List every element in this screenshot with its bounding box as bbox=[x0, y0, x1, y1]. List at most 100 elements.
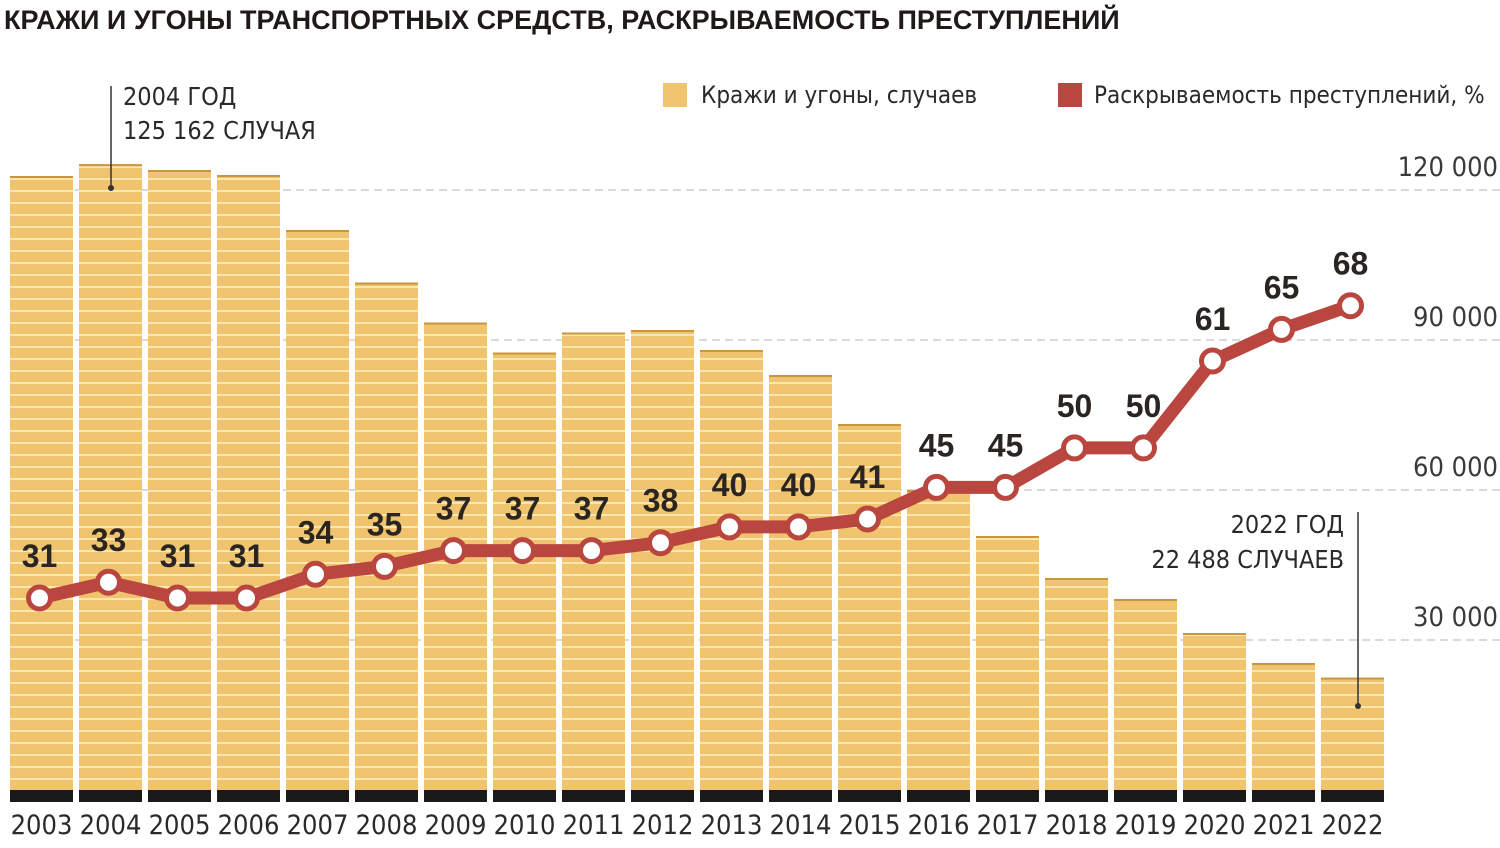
rate-point bbox=[164, 584, 191, 612]
rate-point bbox=[1061, 434, 1088, 462]
annotation-2022-dot bbox=[1355, 703, 1361, 709]
bar-top bbox=[1114, 599, 1177, 601]
x-tick-label: 2018 bbox=[1046, 810, 1108, 841]
bar-top bbox=[424, 322, 487, 325]
rate-point bbox=[302, 560, 329, 588]
rate-point bbox=[233, 584, 260, 612]
bar bbox=[700, 350, 763, 790]
annotation-2004-dot bbox=[108, 185, 114, 191]
rate-point bbox=[26, 584, 53, 612]
bar-top bbox=[1252, 663, 1315, 665]
rate-data-label: 35 bbox=[367, 506, 403, 542]
rate-data-label: 50 bbox=[1057, 388, 1093, 424]
annotation-2004-year: 2004 ГОД bbox=[123, 82, 236, 111]
x-tick-label: 2005 bbox=[149, 810, 211, 841]
bar-top bbox=[1321, 677, 1384, 680]
bar bbox=[148, 170, 211, 790]
rate-data-label: 34 bbox=[298, 514, 334, 550]
legend-line-swatch bbox=[1058, 83, 1082, 107]
rate-data-label: 31 bbox=[229, 538, 265, 574]
bar bbox=[1183, 633, 1246, 790]
annotation-2004: 2004 ГОД 125 162 СЛУЧАЯ bbox=[108, 82, 316, 191]
rate-point bbox=[440, 537, 467, 565]
rate-data-label: 31 bbox=[160, 538, 196, 574]
annotation-2022-year: 2022 ГОД bbox=[1231, 510, 1344, 539]
rate-point bbox=[509, 537, 536, 565]
rate-data-label: 68 bbox=[1333, 246, 1369, 282]
bar-top bbox=[631, 330, 694, 332]
bar-top bbox=[838, 424, 901, 426]
y-tick-label: 90 000 bbox=[1413, 302, 1498, 333]
rate-data-label: 41 bbox=[850, 459, 886, 495]
bar-base bbox=[10, 790, 73, 802]
legend-bars-label: Кражи и угоны, случаев bbox=[701, 81, 977, 109]
bar-base bbox=[1183, 790, 1246, 802]
bar bbox=[1252, 663, 1315, 790]
bars bbox=[10, 164, 1384, 790]
bar-base bbox=[424, 790, 487, 802]
x-tick-label: 2013 bbox=[701, 810, 763, 841]
bar bbox=[493, 352, 556, 790]
bar bbox=[1114, 599, 1177, 790]
bar-top bbox=[562, 332, 625, 335]
rate-data-label: 50 bbox=[1126, 388, 1162, 424]
bar bbox=[286, 230, 349, 790]
bar bbox=[631, 330, 694, 790]
bar-base bbox=[1114, 790, 1177, 802]
rate-data-label: 31 bbox=[22, 538, 58, 574]
bar-base bbox=[355, 790, 418, 802]
bar-base bbox=[631, 790, 694, 802]
legend: Кражи и угоны, случаев Раскрываемость пр… bbox=[663, 81, 1485, 109]
x-tick-label: 2004 bbox=[80, 810, 142, 841]
x-tick-label: 2007 bbox=[287, 810, 349, 841]
annotation-2022: 2022 ГОД 22 488 СЛУЧАЕВ bbox=[1151, 510, 1361, 709]
rate-data-label: 40 bbox=[781, 467, 817, 503]
rate-point bbox=[992, 473, 1019, 501]
bar-top bbox=[355, 282, 418, 285]
bar bbox=[1045, 578, 1108, 790]
bar bbox=[355, 282, 418, 790]
legend-line-label: Раскрываемость преступлений, % bbox=[1094, 81, 1485, 109]
x-tick-label: 2006 bbox=[218, 810, 280, 841]
bar bbox=[79, 164, 142, 790]
x-tick-label: 2011 bbox=[563, 810, 625, 841]
chart-title: КРАЖИ И УГОНЫ ТРАНСПОРТНЫХ СРЕДСТВ, РАСК… bbox=[4, 4, 1120, 35]
rate-data-label: 45 bbox=[988, 427, 1024, 463]
rate-point bbox=[923, 473, 950, 501]
rate-data-label: 65 bbox=[1264, 269, 1300, 305]
rate-point bbox=[95, 568, 122, 596]
bar-base bbox=[493, 790, 556, 802]
bar-base bbox=[79, 790, 142, 802]
rate-data-label: 61 bbox=[1195, 301, 1231, 337]
y-tick-label: 120 000 bbox=[1398, 152, 1498, 183]
x-tick-label: 2009 bbox=[425, 810, 487, 841]
bar-base bbox=[838, 790, 901, 802]
bar-top bbox=[1183, 633, 1246, 635]
x-tick-label: 2021 bbox=[1253, 810, 1315, 841]
x-tick-label: 2022 bbox=[1322, 810, 1384, 841]
rate-line bbox=[26, 292, 1364, 612]
rate-point bbox=[854, 505, 881, 533]
rate-data-label: 37 bbox=[436, 491, 472, 527]
rate-data-label: 40 bbox=[712, 467, 748, 503]
x-tick-label: 2020 bbox=[1184, 810, 1246, 841]
bar-top bbox=[976, 536, 1039, 538]
bar-base bbox=[976, 790, 1039, 802]
rate-data-label: 37 bbox=[574, 491, 610, 527]
bar-top bbox=[286, 230, 349, 232]
bar-base bbox=[286, 790, 349, 802]
rate-point bbox=[1130, 434, 1157, 462]
y-axis-ticks: 30 000 60 000 90 000 120 000 bbox=[1398, 152, 1498, 633]
rate-point bbox=[716, 513, 743, 541]
rate-point bbox=[1337, 292, 1364, 320]
x-tick-label: 2019 bbox=[1115, 810, 1177, 841]
bar-base bbox=[1321, 790, 1384, 802]
bar bbox=[769, 375, 832, 790]
rate-data-label: 33 bbox=[91, 522, 127, 558]
x-tick-label: 2016 bbox=[908, 810, 970, 841]
rate-point bbox=[1199, 347, 1226, 375]
x-tick-label: 2010 bbox=[494, 810, 556, 841]
bar-base bbox=[907, 790, 970, 802]
bar-top bbox=[10, 176, 73, 178]
